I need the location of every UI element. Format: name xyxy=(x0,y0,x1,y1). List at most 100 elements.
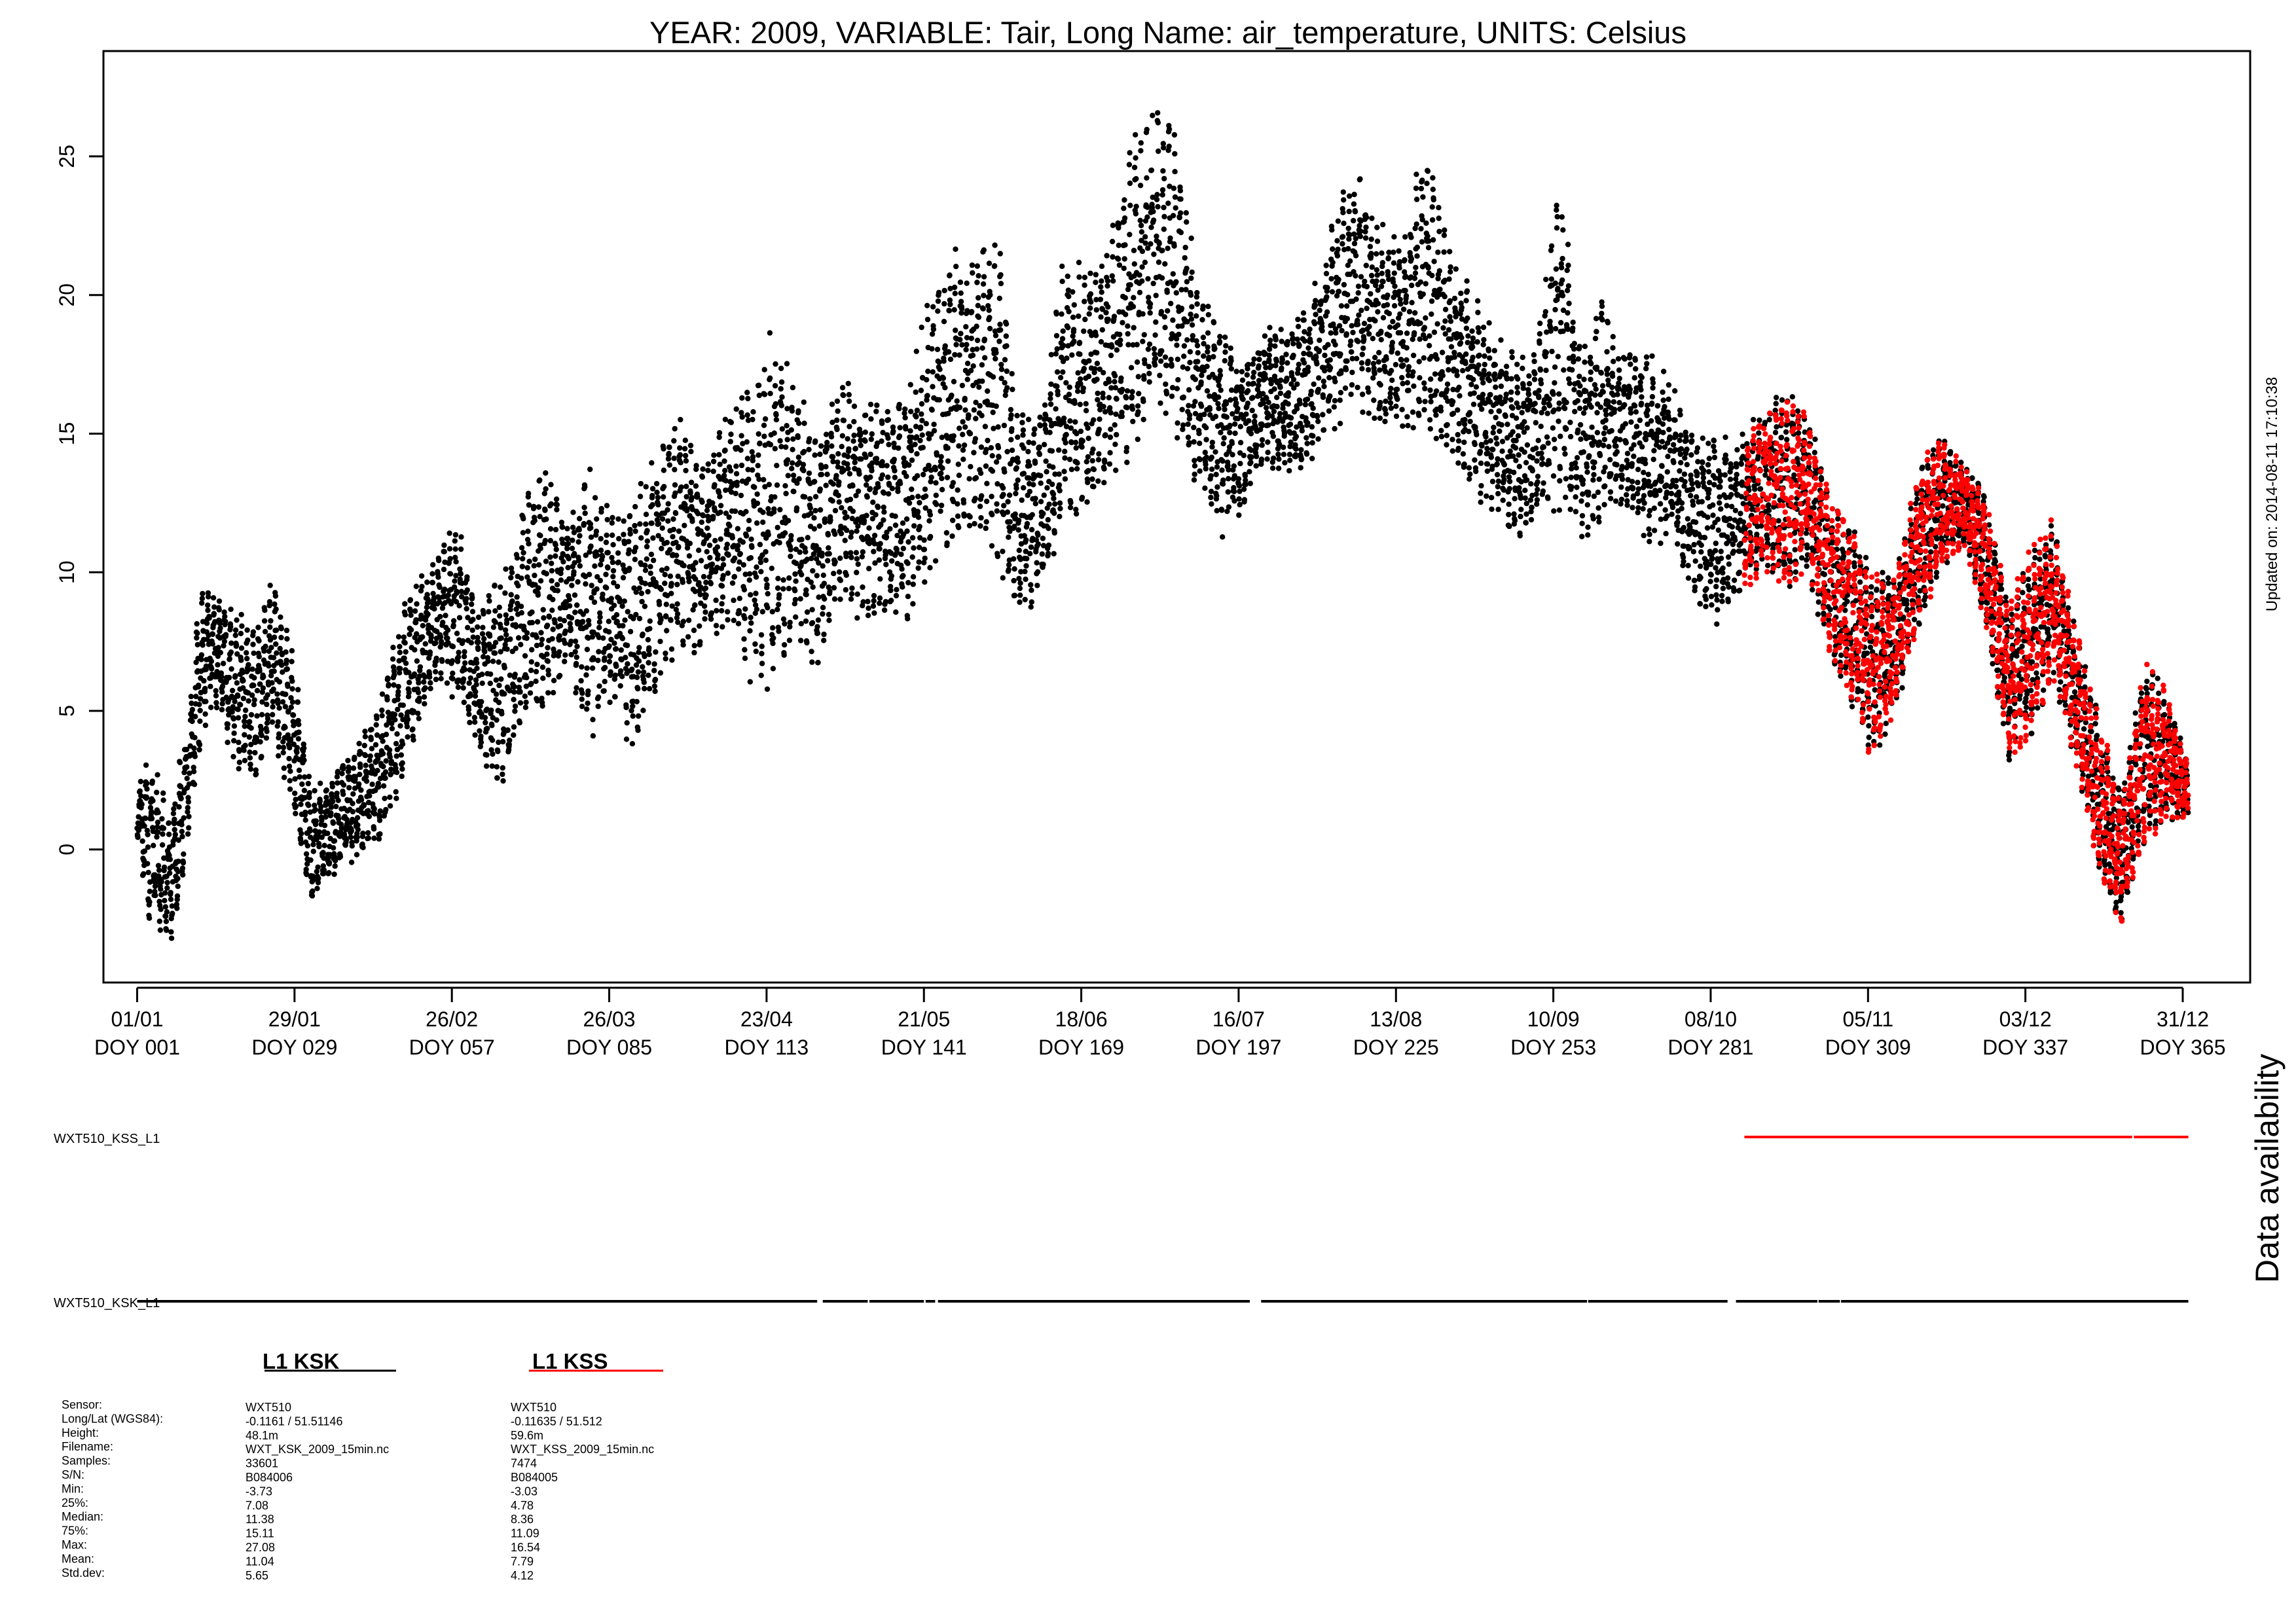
data-point xyxy=(1120,319,1125,326)
data-point xyxy=(756,452,761,458)
data-point xyxy=(702,585,709,591)
data-point xyxy=(252,749,258,756)
data-point xyxy=(1093,280,1099,285)
data-point xyxy=(953,342,959,348)
data-point xyxy=(839,385,846,391)
data-point xyxy=(645,637,651,643)
data-point xyxy=(727,523,733,529)
data-point xyxy=(1061,415,1067,422)
data-point xyxy=(604,516,610,523)
data-point xyxy=(1150,280,1156,287)
data-point xyxy=(1047,429,1053,435)
data-point xyxy=(630,615,636,622)
data-point xyxy=(903,516,910,522)
data-point xyxy=(1167,235,1173,241)
data-point xyxy=(983,463,989,469)
data-point xyxy=(1081,328,1087,334)
data-point xyxy=(1014,412,1020,419)
data-point xyxy=(1035,532,1041,538)
data-point xyxy=(1070,314,1076,320)
data-point xyxy=(828,434,835,440)
data-point xyxy=(602,679,608,685)
data-point xyxy=(930,369,936,375)
data-point xyxy=(783,490,789,497)
data-point xyxy=(1221,435,1227,441)
data-point xyxy=(589,583,594,588)
data-point xyxy=(1048,401,1054,407)
data-point xyxy=(1161,314,1168,320)
data-point xyxy=(179,833,185,840)
data-point xyxy=(312,806,318,813)
data-point xyxy=(761,422,767,428)
data-point xyxy=(1048,391,1053,397)
data-point xyxy=(1248,454,1254,460)
data-point xyxy=(877,595,883,601)
data-point xyxy=(1138,140,1144,146)
data-point xyxy=(988,444,994,451)
data-point xyxy=(436,558,442,564)
data-point xyxy=(389,721,395,727)
data-point xyxy=(572,649,578,655)
data-point xyxy=(274,723,280,729)
data-point xyxy=(268,618,274,624)
data-point xyxy=(642,562,648,568)
data-point xyxy=(1281,430,1288,437)
data-point xyxy=(250,629,257,635)
data-point xyxy=(1274,395,1280,401)
data-point xyxy=(162,904,168,910)
data-point xyxy=(974,323,979,329)
data-point xyxy=(518,641,524,647)
data-point xyxy=(982,355,988,361)
data-point xyxy=(752,597,757,604)
data-point xyxy=(1123,395,1129,401)
data-point xyxy=(666,450,672,457)
data-point xyxy=(174,893,181,899)
data-point xyxy=(251,682,257,689)
data-point xyxy=(197,708,203,713)
data-point xyxy=(987,325,993,332)
data-point xyxy=(356,781,362,787)
data-point xyxy=(653,649,659,655)
data-point xyxy=(1029,512,1036,518)
data-point xyxy=(334,774,340,780)
data-point xyxy=(634,698,640,705)
data-point xyxy=(1159,192,1165,198)
data-point xyxy=(810,568,816,574)
data-point xyxy=(319,818,325,823)
data-point xyxy=(135,835,141,840)
data-point xyxy=(929,346,935,352)
data-point xyxy=(562,652,568,658)
data-point xyxy=(982,424,989,429)
data-point xyxy=(437,613,443,620)
data-point xyxy=(821,638,827,643)
data-point xyxy=(868,416,874,422)
data-point xyxy=(558,570,564,577)
data-point xyxy=(609,554,615,561)
data-point xyxy=(1059,278,1065,285)
data-point xyxy=(892,522,899,528)
data-point xyxy=(1286,452,1293,458)
data-point xyxy=(239,623,245,629)
data-point xyxy=(1001,503,1007,509)
data-point xyxy=(403,660,409,666)
data-point xyxy=(668,646,675,652)
data-point xyxy=(1093,333,1099,338)
data-point xyxy=(750,416,756,423)
data-point xyxy=(652,676,659,683)
data-point xyxy=(757,441,763,446)
data-point xyxy=(559,524,566,530)
data-point xyxy=(748,555,754,561)
data-point xyxy=(160,790,166,796)
data-point xyxy=(803,592,809,598)
data-point xyxy=(176,804,182,810)
data-point xyxy=(1195,359,1201,365)
data-point xyxy=(492,640,499,645)
data-point xyxy=(1241,452,1247,458)
data-point xyxy=(658,617,664,623)
data-point xyxy=(462,660,468,666)
data-point xyxy=(726,514,732,520)
data-point xyxy=(1028,582,1034,588)
data-point xyxy=(716,452,722,458)
data-point xyxy=(1112,422,1118,428)
data-point xyxy=(610,559,616,566)
